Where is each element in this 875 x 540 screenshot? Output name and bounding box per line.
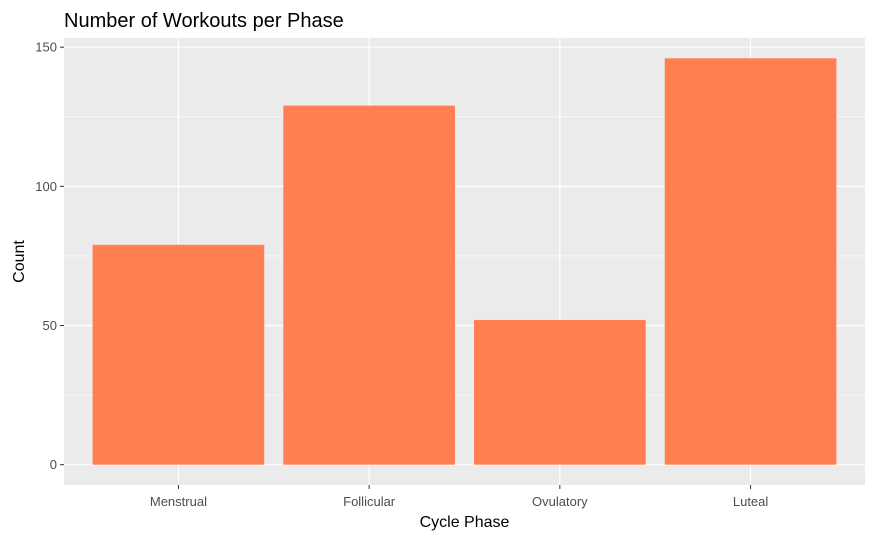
x-axis: Menstrual Follicular Ovulatory Luteal (150, 485, 769, 509)
y-tick-label: 100 (35, 179, 57, 194)
bar-follicular (283, 105, 455, 465)
y-tick-label: 0 (50, 457, 57, 472)
x-tick-label: Ovulatory (532, 494, 588, 509)
x-axis-title: Cycle Phase (420, 514, 510, 531)
bars (92, 58, 837, 465)
x-tick-label: Follicular (343, 494, 396, 509)
y-axis: 0 50 100 150 (35, 40, 64, 472)
chart-title: Number of Workouts per Phase (64, 10, 344, 32)
x-tick-label: Menstrual (150, 494, 207, 509)
bar-luteal (664, 58, 837, 465)
y-tick-label: 50 (43, 318, 57, 333)
x-tick-label: Luteal (733, 494, 769, 509)
y-axis-title: Count (11, 240, 28, 283)
bar-ovulatory (474, 319, 646, 465)
bar-menstrual (92, 244, 265, 465)
y-tick-label: 150 (35, 40, 57, 55)
